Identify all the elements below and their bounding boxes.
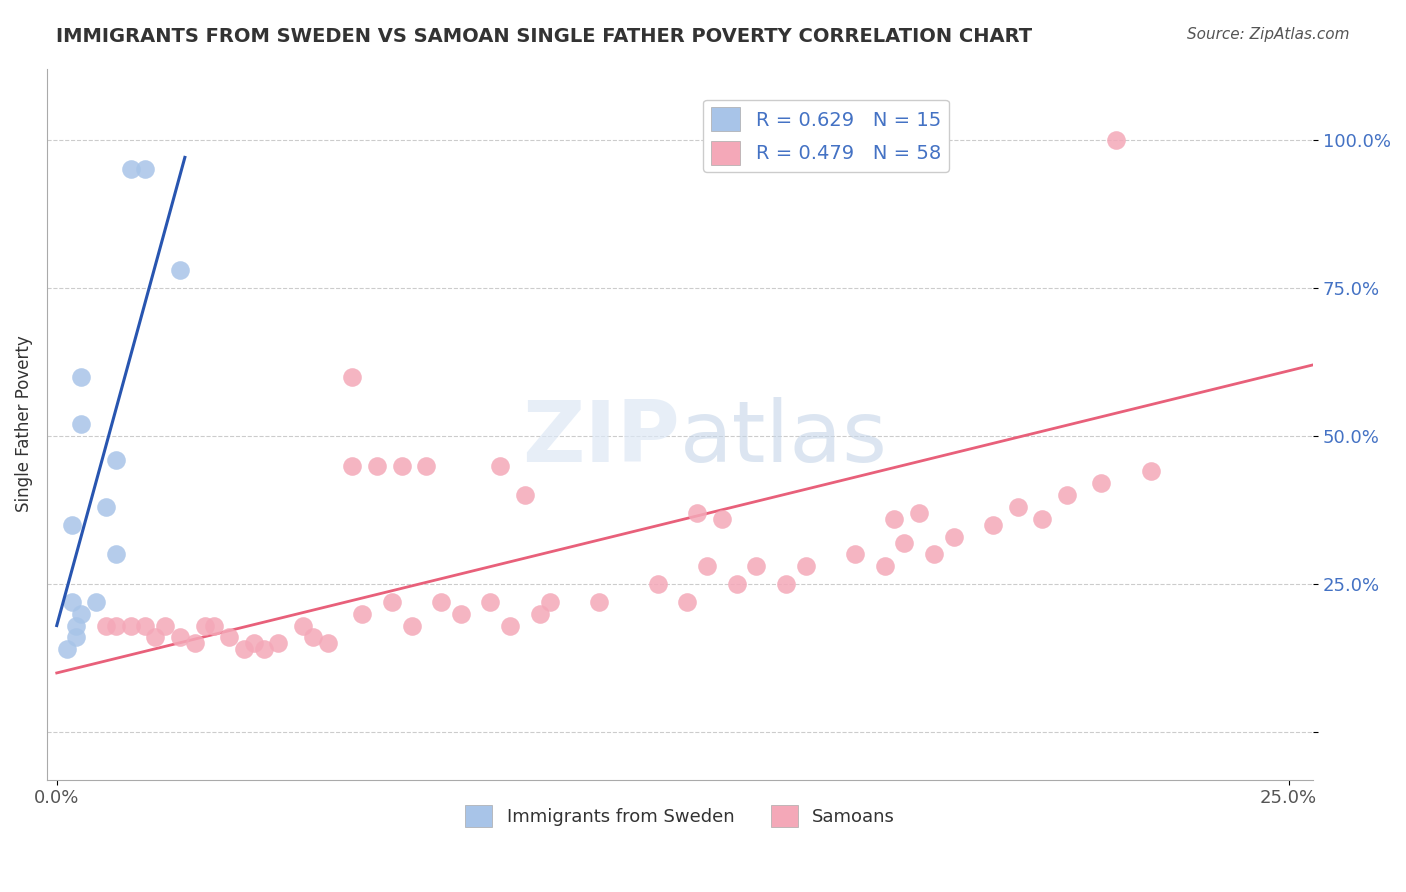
Point <box>1056 488 1078 502</box>
Point <box>391 458 413 473</box>
Point <box>401 618 423 632</box>
Point <box>745 559 768 574</box>
Text: IMMIGRANTS FROM SWEDEN VS SAMOAN SINGLE FATHER POVERTY CORRELATION CHART: IMMIGRANTS FROM SWEDEN VS SAMOAN SINGLE … <box>56 27 1032 45</box>
Point <box>143 631 166 645</box>
Point <box>204 618 226 632</box>
Point <box>70 369 93 384</box>
Point <box>588 595 610 609</box>
Point <box>1007 500 1029 514</box>
Point <box>686 506 709 520</box>
Point <box>60 595 83 609</box>
Point <box>1139 465 1161 479</box>
Point <box>538 595 561 609</box>
Point <box>94 618 117 632</box>
Point <box>1031 512 1053 526</box>
Point <box>243 636 266 650</box>
Point <box>60 517 83 532</box>
Point <box>134 162 156 177</box>
Point <box>233 642 256 657</box>
Point <box>55 642 77 657</box>
Point <box>844 548 866 562</box>
Point <box>908 506 931 520</box>
Point <box>65 631 87 645</box>
Point <box>169 631 191 645</box>
Point <box>104 452 127 467</box>
Point <box>725 577 748 591</box>
Legend: Immigrants from Sweden, Samoans: Immigrants from Sweden, Samoans <box>458 798 903 835</box>
Point <box>342 458 364 473</box>
Point <box>893 535 915 549</box>
Text: atlas: atlas <box>681 397 889 480</box>
Point <box>430 595 453 609</box>
Point <box>883 512 905 526</box>
Point <box>120 618 142 632</box>
Point <box>104 618 127 632</box>
Point <box>489 458 512 473</box>
Point <box>647 577 669 591</box>
Point <box>352 607 374 621</box>
Point <box>70 607 93 621</box>
Point <box>479 595 502 609</box>
Point <box>84 595 107 609</box>
Point <box>218 631 240 645</box>
Point <box>381 595 404 609</box>
Point <box>513 488 536 502</box>
Y-axis label: Single Father Poverty: Single Father Poverty <box>15 335 32 512</box>
Point <box>529 607 551 621</box>
Point <box>120 162 142 177</box>
Point <box>775 577 797 591</box>
Point <box>1105 133 1128 147</box>
Point <box>94 500 117 514</box>
Point <box>873 559 896 574</box>
Point <box>193 618 215 632</box>
Point <box>342 369 364 384</box>
Point <box>134 618 156 632</box>
Point <box>450 607 472 621</box>
Point <box>267 636 290 650</box>
Point <box>169 263 191 277</box>
Point <box>153 618 176 632</box>
Point <box>981 517 1004 532</box>
Point <box>104 548 127 562</box>
Point <box>253 642 276 657</box>
Point <box>942 530 965 544</box>
Point <box>65 618 87 632</box>
Point <box>366 458 388 473</box>
Point <box>415 458 437 473</box>
Point <box>710 512 733 526</box>
Point <box>70 417 93 431</box>
Point <box>696 559 718 574</box>
Point <box>302 631 325 645</box>
Point <box>794 559 817 574</box>
Point <box>292 618 315 632</box>
Point <box>676 595 699 609</box>
Text: ZIP: ZIP <box>523 397 681 480</box>
Point <box>1090 476 1112 491</box>
Point <box>183 636 205 650</box>
Text: Source: ZipAtlas.com: Source: ZipAtlas.com <box>1187 27 1350 42</box>
Point <box>922 548 945 562</box>
Point <box>316 636 339 650</box>
Point <box>499 618 522 632</box>
